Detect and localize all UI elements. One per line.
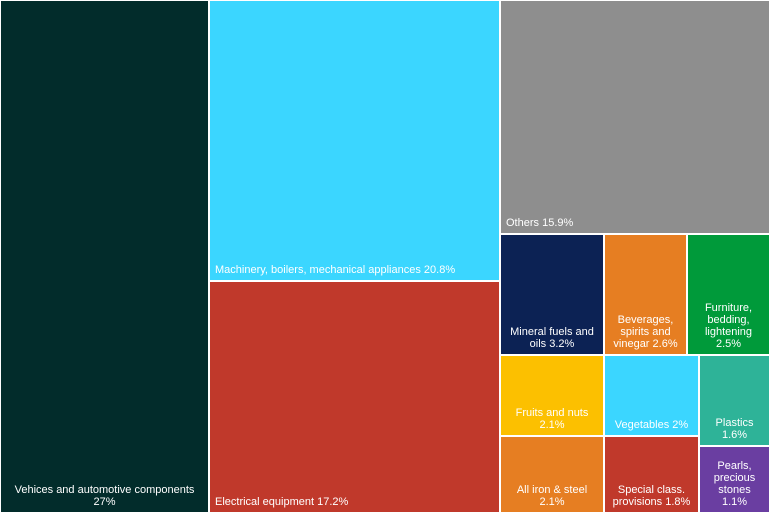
tile-plastics-name: Plastics xyxy=(715,417,754,429)
tile-iron-steel-name: All iron & steel xyxy=(516,484,588,496)
tile-fruits-name: Fruits and nuts xyxy=(515,407,589,419)
tile-electrical: Electrical equipment 17.2% xyxy=(209,281,500,513)
tile-vehicles-name: Vehices and automotive components xyxy=(14,484,195,496)
tile-special-class: Special class. provisions 1.8% xyxy=(604,436,699,513)
tile-vegetables-value: 2% xyxy=(672,419,689,431)
tile-mineral-fuels-name: Mineral fuels and oils xyxy=(510,326,594,350)
tile-furniture-name: Furniture, bedding, lightening xyxy=(704,302,753,338)
tile-beverages: Beverages, spirits and vinegar 2.6% xyxy=(604,234,687,355)
tile-pearls-value: 1.1% xyxy=(721,496,748,508)
tile-pearls: Pearls, precious stones 1.1% xyxy=(699,446,770,513)
tile-special-class-name: Special class. provisions xyxy=(612,484,686,508)
tile-mineral-fuels-value: 3.2% xyxy=(549,338,575,350)
tile-electrical-name: Electrical equipment xyxy=(215,496,315,508)
tile-vegetables: Vegetables 2% xyxy=(604,355,699,436)
tile-iron-steel-value: 2.1% xyxy=(539,496,565,508)
tile-iron-steel: All iron & steel 2.1% xyxy=(500,436,604,513)
tile-beverages-value: 2.6% xyxy=(652,338,678,350)
tile-plastics-value: 1.6% xyxy=(721,429,748,441)
tile-furniture-value: 2.5% xyxy=(715,338,742,350)
tile-others-name: Others xyxy=(506,217,540,229)
tile-beverages-name: Beverages, spirits and vinegar xyxy=(613,314,674,350)
tile-others: Others 15.9% xyxy=(500,0,770,234)
tile-machinery: Machinery, boilers, mechanical appliance… xyxy=(209,0,500,281)
tile-machinery-name: Machinery, boilers, mechanical appliance… xyxy=(215,264,421,276)
tile-furniture: Furniture, bedding, lightening 2.5% xyxy=(687,234,770,355)
tile-vehicles-value: 27% xyxy=(93,496,116,508)
tile-plastics: Plastics 1.6% xyxy=(699,355,770,446)
tile-machinery-value: 20.8% xyxy=(423,264,456,276)
tile-others-value: 15.9% xyxy=(542,217,574,229)
tile-vegetables-name: Vegetables xyxy=(614,419,670,431)
tile-fruits: Fruits and nuts 2.1% xyxy=(500,355,604,436)
tile-fruits-value: 2.1% xyxy=(539,419,565,431)
tile-mineral-fuels: Mineral fuels and oils 3.2% xyxy=(500,234,604,355)
tile-pearls-name: Pearls, precious stones xyxy=(713,460,756,496)
tile-special-class-value: 1.8% xyxy=(665,496,691,508)
tile-electrical-value: 17.2% xyxy=(317,496,349,508)
tile-vehicles: Vehices and automotive components 27% xyxy=(0,0,209,513)
